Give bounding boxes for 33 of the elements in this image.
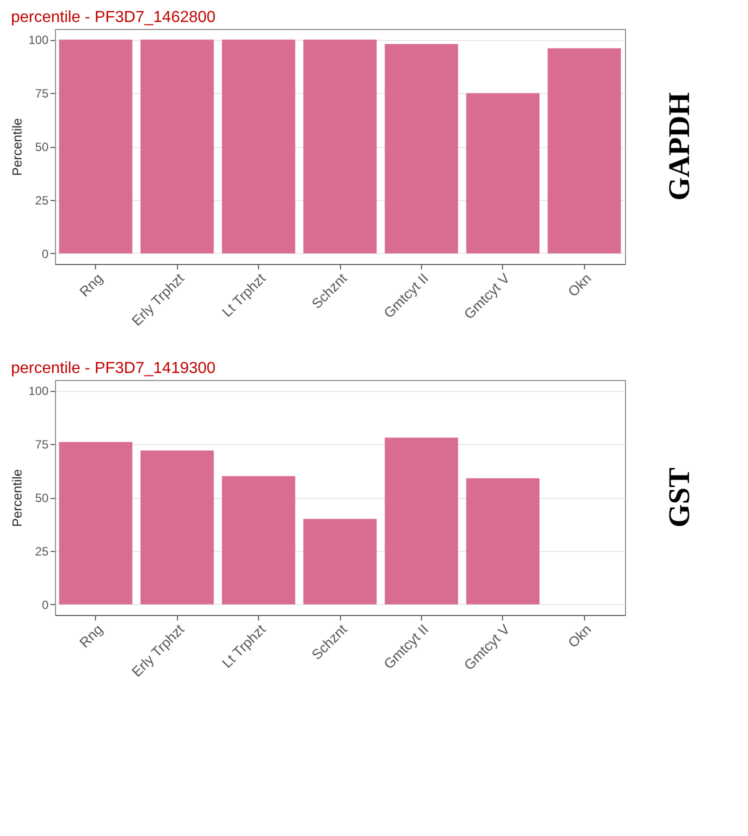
bar: [303, 518, 377, 604]
y-tick-label: 0: [42, 598, 49, 612]
x-tick-label: Okn: [564, 270, 594, 300]
y-tick-label: 100: [28, 384, 49, 398]
bar: [548, 48, 621, 254]
y-axis-title: Percentile: [9, 118, 24, 176]
x-tick-label: Rng: [76, 270, 106, 300]
bar: [303, 40, 377, 254]
y-tick-label: 25: [35, 193, 49, 208]
bar: [59, 40, 132, 254]
bar: [222, 476, 296, 604]
bar: [466, 478, 540, 604]
bar: [384, 438, 458, 604]
bar: [140, 450, 214, 604]
bar: [466, 93, 540, 254]
x-tick-label: Rng: [76, 621, 106, 651]
bar: [384, 44, 458, 254]
y-tick-label: 0: [42, 246, 49, 261]
bar: [222, 40, 296, 254]
y-tick-label: 25: [35, 544, 49, 558]
y-tick-label: 50: [35, 140, 49, 154]
bar: [140, 40, 214, 254]
chart-title: percentile - PF3D7_1462800: [10, 9, 216, 26]
y-tick-label: 50: [35, 491, 49, 505]
chart-title: percentile - PF3D7_1419300: [10, 360, 216, 377]
bar: [59, 442, 132, 604]
y-tick-label: 100: [28, 33, 49, 48]
y-tick-label: 75: [35, 86, 49, 101]
text: GAPDH: [663, 92, 696, 201]
y-axis-title: Percentile: [9, 469, 24, 527]
y-tick-label: 75: [35, 438, 49, 452]
text: GST: [663, 467, 696, 528]
x-tick-label: Okn: [564, 621, 594, 651]
